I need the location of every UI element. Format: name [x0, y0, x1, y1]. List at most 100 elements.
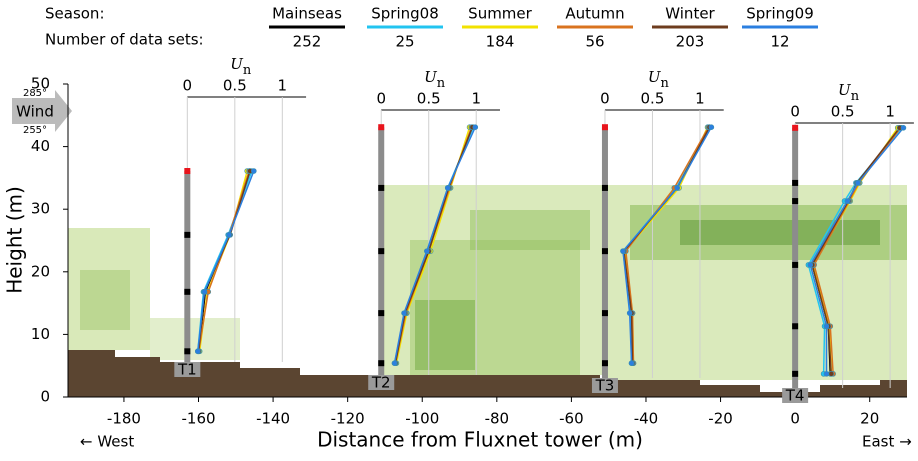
inset-title-sub: n [437, 76, 446, 91]
tower-label-box [591, 378, 618, 393]
inset-tick-label: 0.5 [831, 103, 855, 121]
inset-title-sub: n [661, 76, 670, 91]
legend-name: Summer [468, 5, 532, 23]
sensor [378, 360, 385, 367]
profile-point [194, 348, 201, 355]
profile-point [251, 168, 257, 174]
x-tick-label: -140 [256, 410, 290, 428]
legend-count: 203 [676, 33, 705, 51]
tower-label: T2 [371, 374, 391, 392]
sensor [601, 184, 608, 191]
profile-point [674, 185, 680, 191]
x-tick-label: 0 [790, 410, 800, 428]
tower-profile: 0 0.5 1 Un T3 [591, 68, 724, 395]
inset-title-main: U [230, 55, 244, 73]
inset-tick-label: 1 [278, 77, 288, 95]
inset-title: Un [648, 68, 670, 91]
profile-point [628, 360, 635, 366]
inset-tick-label: 1 [885, 103, 895, 121]
x-tick-label: -60 [559, 410, 584, 428]
inset-tick-label: 1 [695, 90, 705, 108]
sensor [792, 179, 799, 186]
inset-tick-label: 0.5 [641, 90, 665, 108]
tower-label: T4 [785, 387, 805, 405]
count-label: Number of data sets: [45, 31, 204, 49]
legend-name: Spring08 [371, 5, 439, 23]
profile-line [197, 170, 255, 352]
profile-point [823, 323, 830, 330]
profile-point [391, 360, 398, 366]
profile-point [823, 371, 830, 377]
tower-label: T1 [177, 361, 197, 379]
profile-point [444, 185, 451, 191]
sensor [184, 288, 191, 295]
profile-point [900, 125, 907, 131]
wind-arrow: Wind 285° 255° [12, 88, 72, 136]
tower-profile: 0 0.5 1 Un T4 [782, 81, 914, 405]
vegetation [68, 185, 907, 380]
tower-label: T3 [595, 377, 615, 395]
inset-tick-label: 0 [376, 90, 386, 108]
sensor [378, 248, 385, 255]
profile-line [811, 127, 901, 374]
sensor [378, 124, 385, 131]
x-tick-label: -20 [708, 410, 733, 428]
sensor [792, 124, 799, 131]
sensor [184, 231, 191, 238]
profile-point [472, 124, 479, 130]
profile-point [424, 248, 430, 254]
inset-tick-label: 0.5 [223, 77, 247, 95]
season-label: Season: [45, 5, 105, 23]
sensor [601, 360, 608, 367]
inset-title: Un [424, 68, 446, 91]
inset-title-sub: n [243, 63, 252, 78]
east-label: East → [862, 433, 912, 451]
inset-tick-label: 0 [600, 90, 610, 108]
y-tick-label: 0 [40, 388, 50, 406]
x-tick-label: -80 [485, 410, 510, 428]
tower-profile: 0 0.5 1 Un T1 [174, 55, 307, 379]
profile-point [620, 248, 626, 254]
inset-title-main: U [424, 68, 438, 86]
legend-name: Autumn [565, 5, 624, 23]
sensor [601, 248, 608, 255]
profile-point [807, 262, 814, 268]
sensor [601, 124, 608, 131]
ground [68, 350, 907, 397]
wind-label: Wind [16, 103, 54, 121]
x-tick-label: -100 [405, 410, 439, 428]
sensor [601, 310, 608, 317]
tower-label-box [174, 362, 201, 377]
legend-count: 56 [585, 33, 604, 51]
profile-line [197, 170, 250, 352]
profile-point [626, 310, 633, 316]
y-tick-label: 20 [31, 262, 50, 280]
y-tick-label: 40 [31, 137, 50, 155]
profile-point [828, 371, 835, 377]
inset-title-sub: n [851, 89, 860, 104]
inset-title: Un [838, 81, 860, 104]
y-axis-title: Height (m) [3, 186, 27, 294]
legend-name: Winter [665, 5, 715, 23]
profile-point [401, 310, 407, 316]
tower-label-box [782, 388, 809, 403]
x-tick-label: -120 [331, 410, 365, 428]
sensor [792, 261, 799, 268]
profile-point [201, 289, 208, 295]
sensor [792, 370, 799, 377]
legend-count: 25 [395, 33, 414, 51]
legend-count: 184 [486, 33, 515, 51]
profile-line [809, 127, 905, 374]
wind-upper: 285° [23, 88, 47, 99]
inset-title-main: U [648, 68, 662, 86]
tower-profile: 0 0.5 1 Un T2 [368, 68, 500, 392]
legend-name: Mainseas [272, 5, 342, 23]
x-tick-label: 20 [860, 410, 879, 428]
west-label: ← West [80, 433, 134, 451]
legend-count: 252 [293, 33, 322, 51]
profile-point [226, 232, 232, 238]
x-tick-label: -40 [634, 410, 659, 428]
inset-tick-label: 0 [183, 77, 193, 95]
inset-tick-label: 0 [790, 103, 800, 121]
